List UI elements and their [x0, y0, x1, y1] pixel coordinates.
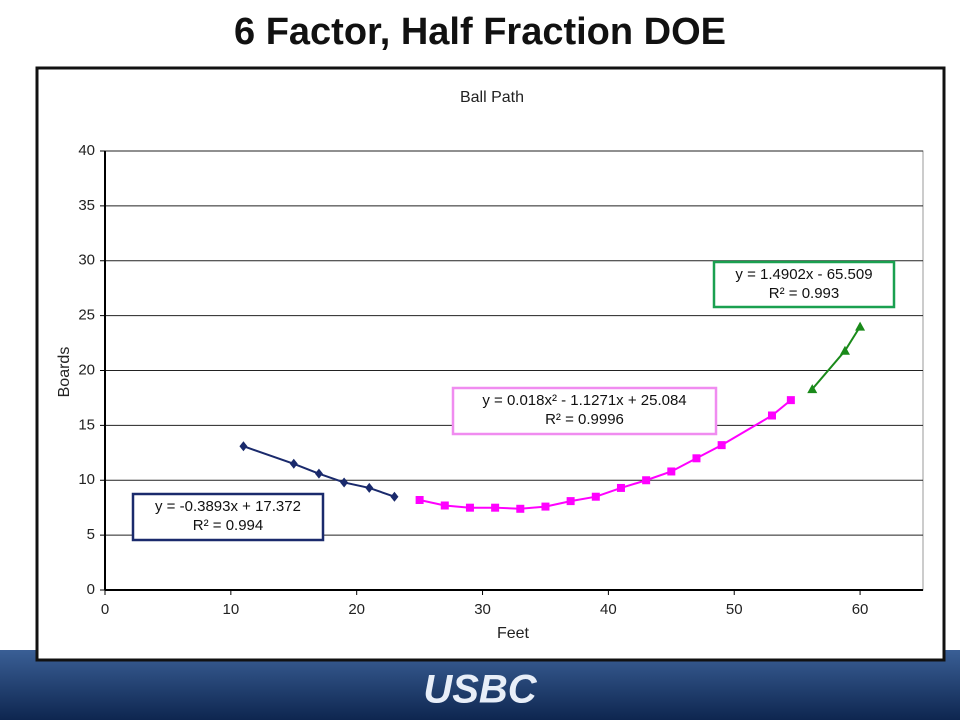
x-tick-label: 40	[600, 601, 617, 618]
annotation-box	[451, 386, 718, 436]
marker	[591, 492, 600, 501]
annotation-text: R² = 0.993	[769, 285, 839, 302]
marker	[289, 458, 298, 469]
chart-title: Ball Path	[460, 89, 524, 106]
annotation-box	[712, 260, 896, 309]
annotation-text: R² = 0.994	[193, 517, 263, 534]
footer-band	[0, 650, 960, 720]
x-tick-label: 60	[852, 601, 869, 618]
marker	[839, 345, 850, 355]
marker	[786, 396, 795, 405]
y-tick-label: 40	[78, 142, 95, 159]
marker	[415, 496, 424, 505]
marker	[390, 491, 399, 502]
y-axis-label: Boards	[56, 347, 73, 398]
marker	[365, 482, 374, 493]
marker	[667, 467, 676, 476]
slide-title: 6 Factor, Half Fraction DOE	[234, 11, 726, 53]
marker	[717, 441, 726, 450]
footer-logo: USBC	[423, 668, 537, 712]
y-tick-label: 35	[78, 197, 95, 214]
marker	[239, 441, 248, 452]
marker	[642, 476, 651, 485]
y-tick-label: 15	[78, 416, 95, 433]
x-tick-label: 20	[348, 601, 365, 618]
annotation-box	[131, 492, 325, 542]
marker	[314, 468, 323, 479]
marker	[541, 502, 550, 511]
y-tick-label: 30	[78, 252, 95, 269]
y-tick-label: 5	[87, 526, 95, 543]
y-tick-label: 0	[87, 581, 95, 598]
annotation-text: R² = 0.9996	[545, 411, 624, 428]
x-axis-label: Feet	[497, 625, 530, 642]
marker	[692, 454, 701, 463]
x-tick-label: 0	[101, 601, 109, 618]
trend-line	[243, 445, 395, 498]
annotation-text: y = -0.3893x + 17.372	[155, 498, 301, 515]
marker	[491, 503, 500, 512]
marker	[340, 477, 349, 488]
y-tick-label: 25	[78, 307, 95, 324]
y-tick-label: 10	[78, 471, 95, 488]
x-tick-label: 30	[474, 601, 491, 618]
annotation-text: y = 1.4902x - 65.509	[735, 266, 872, 283]
x-tick-label: 10	[223, 601, 240, 618]
marker	[440, 501, 449, 510]
marker	[855, 321, 866, 331]
marker	[516, 504, 525, 513]
marker	[807, 384, 818, 394]
marker	[566, 497, 575, 506]
marker	[616, 483, 625, 492]
x-tick-label: 50	[726, 601, 743, 618]
marker	[767, 411, 776, 420]
y-tick-label: 20	[78, 361, 95, 378]
marker	[465, 503, 474, 512]
annotation-text: y = 0.018x² - 1.1271x + 25.084	[482, 392, 686, 409]
